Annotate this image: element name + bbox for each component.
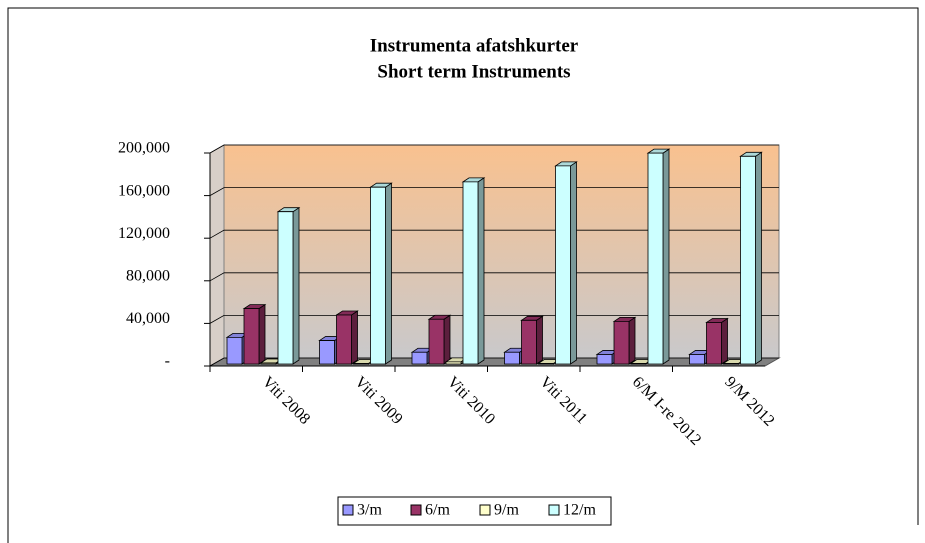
bar-face [689, 354, 705, 365]
back-wall [223, 144, 780, 359]
bar [369, 182, 393, 365]
bar [612, 316, 637, 365]
chart-subtitle: Short term Instruments [377, 61, 570, 82]
legend-swatch [548, 504, 560, 516]
legend [337, 496, 612, 526]
bar [335, 310, 359, 365]
bar-face [628, 316, 636, 365]
legend-label: 9/m [494, 502, 519, 519]
bar [629, 358, 654, 365]
bar-face [277, 211, 294, 365]
bar [520, 315, 544, 365]
grid-line [209, 187, 779, 196]
x-tick-label: 6/M I-re 2012 [629, 373, 704, 448]
bar-face [740, 155, 756, 365]
bar-face [443, 314, 451, 365]
bar-face [570, 161, 577, 365]
bar [427, 314, 452, 365]
bar-face [292, 206, 300, 365]
bar-face [723, 363, 739, 365]
bar [461, 177, 486, 365]
chart-frame [7, 7, 919, 543]
bar-face [445, 361, 462, 365]
bar-face [353, 363, 369, 365]
bar-face [613, 320, 630, 365]
legend-label: 12/m [563, 502, 596, 519]
bar-face [662, 148, 670, 365]
y-tick-label: 200,000 [118, 140, 170, 157]
bar [646, 148, 671, 365]
grid-line [209, 357, 779, 367]
bar [554, 161, 578, 365]
bar-face [226, 336, 243, 365]
bar-face [630, 363, 647, 365]
x-tick-label: 9/M 2012 [721, 373, 777, 429]
legend-swatch [342, 504, 354, 516]
bar-face [385, 182, 392, 365]
bar [739, 151, 763, 365]
grid-line [209, 272, 779, 282]
bar-face [647, 152, 664, 365]
bar-face [706, 322, 722, 365]
bar-face [370, 186, 386, 365]
legend-label: 3/m [357, 502, 382, 519]
bar-face [258, 303, 266, 365]
bar [705, 317, 729, 365]
bar-face [319, 340, 335, 365]
bar-face [536, 315, 543, 365]
bar-face [243, 308, 260, 365]
bar-face [521, 319, 537, 365]
bar-face [555, 165, 571, 365]
y-tick-label: - [165, 353, 170, 370]
bar-face [538, 363, 554, 365]
grid-line [209, 144, 779, 154]
bar [242, 303, 267, 365]
bar-face [755, 151, 762, 365]
bar-face [462, 181, 479, 365]
bar-face [260, 362, 277, 365]
legend-swatch [479, 504, 491, 516]
bar-face [504, 351, 520, 365]
x-tick-label: Viti 2011 [536, 373, 590, 427]
grid-line [209, 229, 779, 239]
grid-line [209, 314, 779, 324]
y-tick-label: 160,000 [118, 182, 170, 199]
bar-face [596, 354, 613, 365]
bar [276, 206, 301, 365]
legend-label: 6/m [425, 502, 450, 519]
bar-face [411, 351, 428, 365]
x-tick-label: Viti 2010 [444, 373, 498, 427]
side-wall [209, 144, 225, 367]
x-tick-label: Viti 2009 [351, 373, 405, 427]
bar-face [336, 314, 352, 365]
legend-swatch [410, 504, 422, 516]
y-tick-label: 80,000 [126, 267, 170, 284]
bar-face [477, 177, 485, 365]
x-tick-label: Viti 2008 [259, 373, 313, 427]
bar-face [428, 318, 445, 365]
y-tick-label: 40,000 [126, 310, 170, 327]
bar-face [351, 310, 358, 365]
y-tick-label: 120,000 [118, 225, 170, 242]
bar-face [721, 317, 728, 365]
chart-title: Instrumenta afatshkurter [370, 35, 579, 56]
